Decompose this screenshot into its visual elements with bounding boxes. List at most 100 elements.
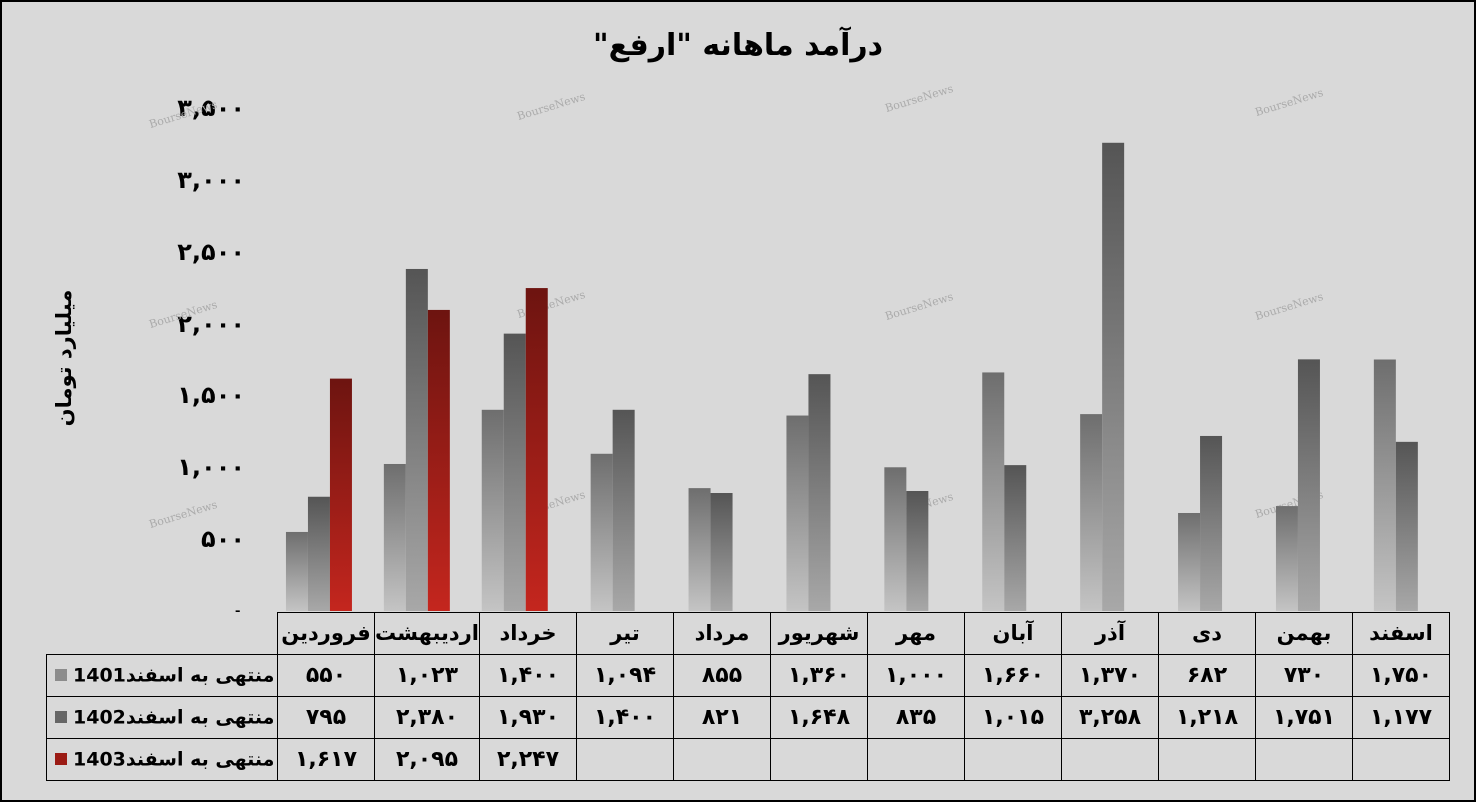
- bar-series1-12: [1373, 359, 1396, 611]
- data-label: ۱,۷۵۱: [1255, 695, 1353, 739]
- y-tick-label: ۱,۵۰۰: [177, 381, 245, 410]
- bar-series1-7: [884, 467, 907, 611]
- x-tick-label: مرداد: [673, 612, 771, 655]
- bar-series2-4: [612, 409, 635, 611]
- x-tick-label: تیر: [576, 612, 674, 655]
- table-row: منتهی به اسفند1402 ۷۹۵ ۲,۳۸۰ ۱,۹۳۰ ۱,۴۰۰ ۸۲۱ ۱…: [46, 695, 1450, 739]
- table-corner: [47, 613, 278, 655]
- bar-series1-6: [786, 415, 809, 611]
- x-tick-label: آذر: [1061, 612, 1159, 655]
- bar-series1-4: [590, 453, 613, 611]
- x-tick-label: دی: [1158, 612, 1256, 655]
- data-label: [576, 737, 674, 781]
- data-label: ۱,۳۷۰: [1061, 653, 1159, 697]
- x-tick-label: آبان: [964, 612, 1062, 655]
- bar-series1-5: [688, 488, 711, 611]
- data-label: ۱,۶۶۰: [964, 653, 1062, 697]
- data-label: ۸۵۵: [673, 653, 771, 697]
- y-tick-label: ۵۰۰: [201, 525, 245, 554]
- data-label: [770, 737, 868, 781]
- x-tick-label: خرداد: [479, 612, 577, 655]
- x-tick-label: اسفند: [1352, 612, 1450, 655]
- bar-series1-11: [1275, 506, 1298, 611]
- data-table: فروردین اردیبهشت خرداد تیر مرداد شهریور مهر آبا…: [46, 612, 1450, 781]
- data-label: ۱,۴۰۰: [576, 695, 674, 739]
- y-tick-label: ۳,۵۰۰: [177, 94, 245, 122]
- data-label: ۱,۶۱۷: [277, 737, 375, 781]
- legend-swatch: [55, 753, 67, 766]
- bar-series3-1: [329, 378, 352, 611]
- x-tick-label: شهریور: [770, 612, 868, 655]
- table-row: منتهی به اسفند1401 ۵۵۰ ۱,۰۲۳ ۱,۴۰۰ ۱,۰۹۴ ۸۵۵ ۱…: [46, 653, 1450, 697]
- data-label: ۶۸۲: [1158, 653, 1256, 697]
- legend-swatch: [55, 669, 67, 682]
- data-label: ۱,۰۰۰: [867, 653, 965, 697]
- bar-series3-3: [525, 288, 548, 611]
- bar-series1-2: [383, 463, 406, 611]
- legend-swatch: [55, 711, 67, 724]
- data-label: ۱,۲۱۸: [1158, 695, 1256, 739]
- data-label: ۱,۶۴۸: [770, 695, 868, 739]
- bar-series1-9: [1080, 414, 1103, 611]
- bar-series1-10: [1178, 512, 1201, 611]
- data-label: ۷۹۵: [277, 695, 375, 739]
- data-label: ۲,۳۸۰: [374, 695, 480, 739]
- data-label: ۱,۳۶۰: [770, 653, 868, 697]
- y-tick-label: ۲,۵۰۰: [177, 237, 245, 266]
- data-label: ۱,۴۰۰: [479, 653, 577, 697]
- data-label: ۳,۲۵۸: [1061, 695, 1159, 739]
- data-label: ۱,۰۲۳: [374, 653, 480, 697]
- bar-series1-8: [982, 372, 1005, 611]
- table-row: منتهی به اسفند1403 ۱,۶۱۷ ۲,۰۹۵ ۲,۲۴۷: [46, 737, 1450, 781]
- data-label: ۷۳۰: [1255, 653, 1353, 697]
- data-label: ۱,۷۵۰: [1352, 653, 1450, 697]
- x-tick-label: اردیبهشت: [374, 612, 480, 655]
- data-label: ۱,۰۹۴: [576, 653, 674, 697]
- bar-series1-1: [285, 531, 308, 611]
- bar-series2-12: [1395, 441, 1418, 611]
- data-label: [1255, 737, 1353, 781]
- chart-title: درآمد ماهانه "ارفع": [592, 28, 884, 63]
- bar-series2-8: [1004, 465, 1027, 611]
- data-label: [1352, 737, 1450, 781]
- bar-series1-3: [481, 409, 504, 611]
- data-label: ۱,۹۳۰: [479, 695, 577, 739]
- legend-label: منتهی به اسفند1401: [73, 664, 275, 687]
- data-label: [1158, 737, 1256, 781]
- legend-label: منتهی به اسفند1402: [73, 706, 275, 729]
- data-label: ۸۲۱: [673, 695, 771, 739]
- data-label: ۲,۰۹۵: [374, 737, 480, 781]
- data-label: ۲,۲۴۷: [479, 737, 577, 781]
- data-label: [1061, 737, 1159, 781]
- bar-series2-9: [1102, 142, 1125, 611]
- bars-group: [285, 142, 1418, 611]
- data-label: [867, 737, 965, 781]
- bar-series2-6: [808, 374, 831, 611]
- bar-series2-5: [710, 493, 733, 611]
- legend-entry: منتهی به اسفند1401: [46, 653, 278, 697]
- bar-series2-3: [503, 333, 526, 611]
- x-tick-label: فروردین: [277, 612, 375, 655]
- legend-label: منتهی به اسفند1403: [73, 748, 275, 771]
- bar-series2-1: [307, 496, 330, 611]
- data-label: [964, 737, 1062, 781]
- data-label: ۱,۰۱۵: [964, 695, 1062, 739]
- bar-series2-2: [405, 268, 428, 611]
- y-tick-label: ۳,۰۰۰: [177, 165, 245, 194]
- data-label: ۵۵۰: [277, 653, 375, 697]
- y-tick-label: ۱,۰۰۰: [177, 453, 245, 482]
- legend-entry: منتهی به اسفند1403: [46, 737, 278, 781]
- bar-series2-10: [1200, 435, 1223, 611]
- data-label: ۸۳۵: [867, 695, 965, 739]
- bar-series2-11: [1297, 359, 1320, 611]
- x-tick-label: بهمن: [1255, 612, 1353, 655]
- y-tick-label: ۲,۰۰۰: [177, 309, 245, 338]
- data-label: ۱,۱۷۷: [1352, 695, 1450, 739]
- bar-series2-7: [906, 490, 929, 611]
- data-label: [673, 737, 771, 781]
- bar-series3-2: [427, 309, 450, 611]
- x-tick-label: مهر: [867, 612, 965, 655]
- table-header-row: فروردین اردیبهشت خرداد تیر مرداد شهریور مهر آبا…: [47, 612, 1450, 655]
- legend-entry: منتهی به اسفند1402: [46, 695, 278, 739]
